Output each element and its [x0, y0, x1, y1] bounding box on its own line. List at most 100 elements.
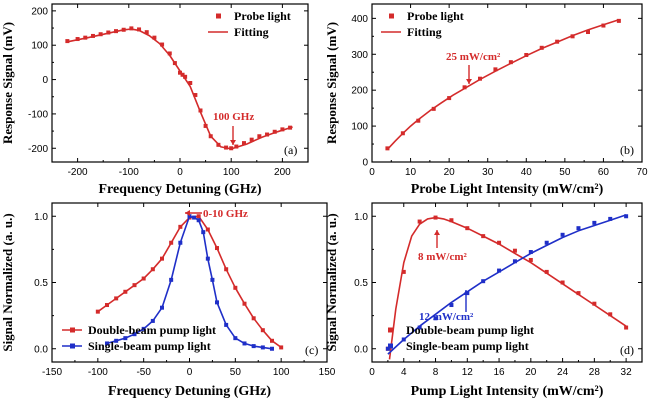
data-point [401, 269, 406, 274]
annotation: 25 mW/cm² [446, 51, 501, 84]
data-point [196, 218, 201, 223]
data-point [114, 338, 119, 343]
series-line [106, 215, 273, 350]
data-point [433, 316, 438, 321]
data-point [576, 226, 581, 231]
data-point [592, 220, 597, 225]
data-point [416, 118, 421, 123]
annotation-arrow-head [230, 140, 236, 145]
data-point [183, 74, 188, 79]
data-point [586, 30, 590, 35]
x-tick-label: 10 [405, 167, 417, 178]
data-point [497, 268, 502, 273]
legend-marker [388, 343, 393, 349]
x-tick-label: 0 [369, 167, 375, 178]
y-tick-label: 300 [351, 50, 368, 61]
data-point [497, 240, 502, 245]
data-point [160, 256, 164, 261]
data-point [141, 326, 146, 331]
data-point [178, 70, 182, 75]
x-tick-label: 50 [230, 367, 242, 378]
data-point [508, 60, 513, 65]
x-tick-label: 30 [482, 167, 494, 178]
data-point [178, 240, 183, 245]
data-point [224, 267, 229, 272]
data-point [210, 277, 215, 282]
series-double-beam-fit [388, 216, 627, 360]
data-point [150, 318, 155, 323]
data-point [196, 214, 201, 219]
series-line [386, 19, 620, 150]
legend: Double-beam pump light Single-beam pump l… [388, 323, 534, 353]
data-point [105, 341, 109, 346]
annotation-label: 12 mW/cm² [419, 311, 474, 323]
data-point [178, 224, 183, 229]
annotation: 8 mW/cm² [418, 230, 468, 263]
y-tick-label: 0 [362, 158, 368, 169]
panel-c: -150 -100 -50 0 50 100 150 0.0 0.5 1.0 Frequency D… [0, 202, 336, 399]
data-point [624, 325, 629, 330]
legend-label: Single-beam pump light [88, 339, 211, 353]
legend-label: Probe light [407, 9, 464, 23]
annotation-label: 0-10 GHz [203, 208, 248, 220]
data-point [160, 305, 164, 310]
x-tick-label: -100 [119, 167, 139, 178]
x-axis-label: Pump Light Intensity (mW/cm²) [411, 384, 604, 399]
y-axis-label: Signal Normalized (a. u.) [0, 213, 15, 351]
data-point [169, 277, 174, 282]
data-point [608, 216, 613, 221]
y-tick-label: 400 [351, 14, 368, 25]
x-tick-label: 100 [273, 367, 290, 378]
data-point [417, 325, 422, 330]
legend-marker [70, 327, 75, 333]
data-point [608, 312, 613, 317]
x-tick-label: 50 [559, 167, 571, 178]
x-tick-label: -100 [88, 367, 108, 378]
data-point [215, 246, 219, 251]
plot-frame [51, 3, 309, 163]
data-point [592, 301, 597, 306]
data-point [152, 35, 157, 40]
annotation: 100 GHz [213, 111, 254, 145]
annotation-arrow-head [434, 230, 440, 235]
data-point [449, 303, 454, 308]
data-point [144, 30, 149, 35]
series-line [387, 214, 627, 355]
data-point [272, 129, 277, 134]
x-tick-label: 32 [621, 367, 633, 378]
annotation-label: 25 mW/cm² [446, 51, 501, 63]
annotation: 0-10 GHz [185, 208, 248, 220]
x-tick-label: 28 [589, 367, 601, 378]
data-point [233, 336, 238, 341]
data-point [193, 93, 198, 98]
series-fitting [386, 19, 620, 150]
series-line [67, 28, 293, 150]
data-point [270, 338, 274, 343]
data-point [260, 345, 265, 350]
x-tick-label: 200 [274, 167, 291, 178]
y-tick-label: 100 [351, 122, 368, 133]
legend-marker [70, 343, 75, 349]
data-point [279, 345, 284, 350]
x-axis-label: Frequency Detuning (GHz) [98, 182, 261, 197]
legend-label: Fitting [234, 25, 269, 39]
data-point [150, 267, 155, 272]
panel-label: (a) [284, 143, 297, 157]
data-point [242, 301, 247, 306]
panel-label: (b) [620, 143, 634, 157]
data-point [192, 215, 197, 220]
x-tick-label: 8 [433, 367, 439, 378]
series-single-beam-pump-light [105, 214, 274, 351]
data-point [233, 285, 238, 290]
data-point [265, 132, 270, 137]
data-point [132, 332, 137, 337]
x-tick-label: 12 [462, 367, 474, 378]
x-tick-label: 4 [401, 367, 407, 378]
y-tick-label: 200 [31, 6, 48, 17]
annotation-arrow-head [185, 210, 190, 216]
y-axis-label: Signal Normalized (a. u.) [324, 213, 339, 351]
x-tick-label: 0 [177, 167, 183, 178]
x-tick-label: 60 [598, 167, 610, 178]
data-point [141, 276, 146, 281]
